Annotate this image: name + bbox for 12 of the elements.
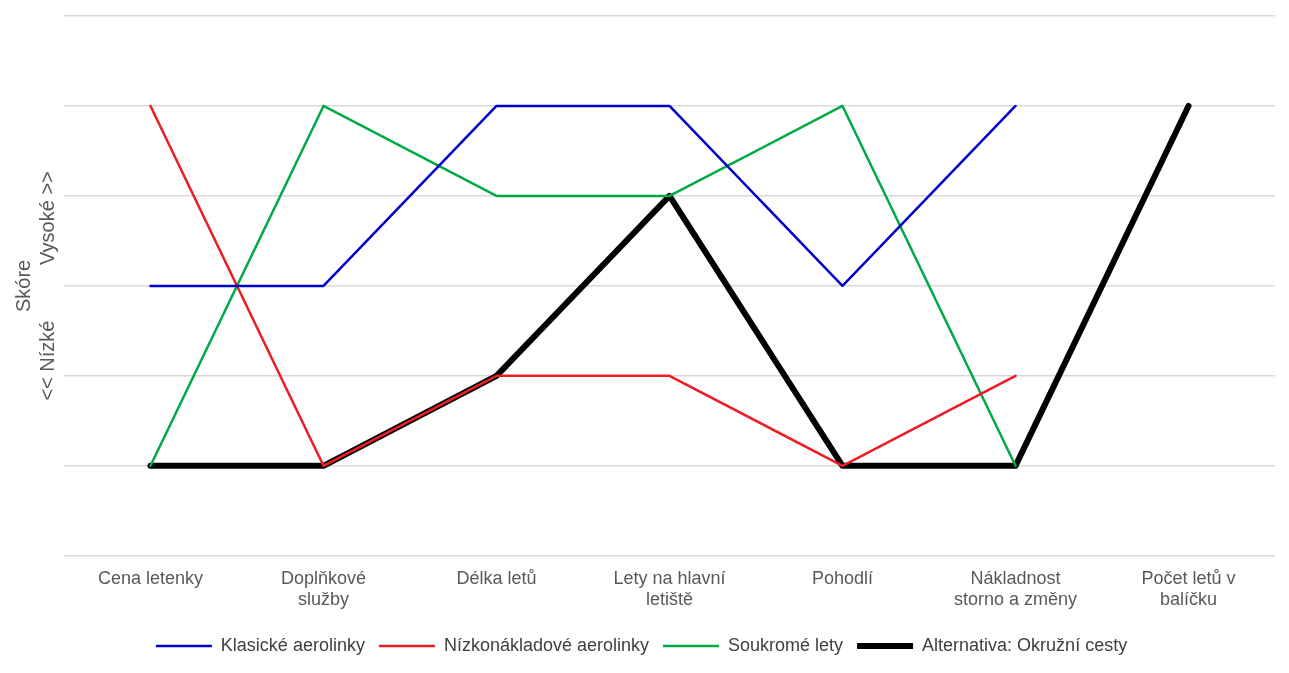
x-tick-label: Nákladnost storno a změny	[953, 567, 1078, 610]
x-tick-label: Lety na hlavní letiště	[613, 567, 726, 610]
x-tick-label: Doplňkové služby	[280, 567, 367, 610]
legend-label: Nízkonákladové aerolinky	[443, 634, 650, 655]
y-axis-title: Skóre << Nízké Vysoké >>	[11, 171, 58, 401]
x-tick-label: Délka letů	[456, 567, 537, 588]
x-tick-label: Pohodlí	[811, 567, 874, 588]
x-tick-label: Cena letenky	[97, 567, 204, 588]
legend-label: Klasické aerolinky	[220, 634, 365, 655]
legend-label: Alternativa: Okružní cesty	[922, 634, 1128, 655]
x-tick-label: Počet letů v balíčku	[1141, 567, 1236, 610]
legend-label: Soukromé lety	[728, 634, 844, 655]
